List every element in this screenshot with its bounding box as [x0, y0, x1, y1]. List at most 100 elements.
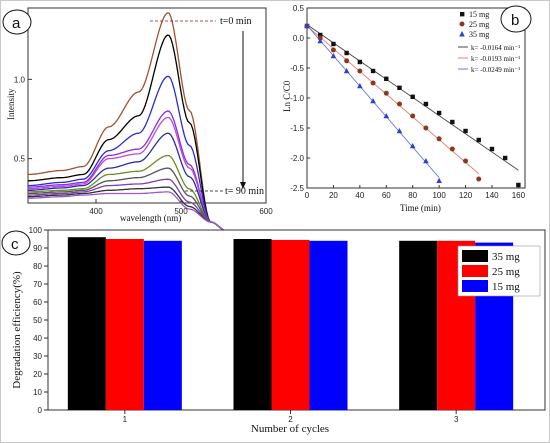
panel-b-point — [397, 85, 402, 90]
panel-b-xtick-label: 140 — [485, 191, 499, 200]
panel-b-point — [463, 128, 468, 134]
panel-b-ylabel: Ln C/C0 — [282, 80, 292, 112]
panel-b-point — [516, 182, 521, 188]
panel-c-badge — [1, 230, 31, 256]
panel-b-point — [318, 32, 323, 38]
panel-b-ytick-label: 0.0 — [293, 34, 305, 43]
panel-b-ticks: 0 20 40 60 80 100 120 140 160 0.5 0.0 -0.5 -1.0 -1.5 -… — [290, 4, 525, 200]
panel-c-ytick-label: 0 — [38, 406, 43, 415]
panel-c-ytick-label: 90 — [33, 244, 42, 253]
panel-b-xtick-label: 60 — [382, 191, 391, 200]
panel-b-point — [436, 136, 442, 142]
panel-b-point — [476, 176, 482, 182]
panel-b-badge — [500, 5, 532, 33]
panel-c-ytick-label: 50 — [33, 316, 42, 325]
panel-b-point — [449, 146, 455, 152]
panel-c-legend-swatch — [462, 265, 488, 277]
panel-c-legend-label: 25 mg — [492, 266, 520, 278]
panel-c-legend-label: 35 mg — [492, 251, 520, 263]
panel-b-fit-legend-label: k= -0.0164 min⁻¹ — [471, 44, 520, 52]
panel-a-annotation-t90: t= 90 min — [225, 186, 264, 197]
panel-a-curves — [27, 12, 241, 233]
panel-c-ytick-label: 30 — [33, 352, 42, 361]
panel-b-point — [476, 137, 481, 143]
panel-b-ytick-label: -0.5 — [290, 64, 304, 73]
panel-b-point — [343, 68, 350, 74]
panel-b-point — [423, 158, 429, 164]
panel-c-ytick-label: 20 — [33, 370, 42, 379]
panel-a-xtick-label: 500 — [174, 207, 188, 216]
panel-b-point — [304, 23, 310, 29]
panel-a-xlabel: wavelength (nm) — [120, 213, 181, 223]
panel-b-point — [450, 119, 455, 125]
panel-b-point — [423, 125, 429, 131]
panel-c-bar — [67, 237, 106, 410]
panel-b-fit-legend-label: k= -0.0193 min⁻¹ — [471, 55, 520, 63]
panel-b-point — [436, 177, 442, 183]
panel-b-ytick-label: -2.0 — [290, 154, 304, 163]
panel-b-point — [410, 94, 415, 99]
panel-c-xtick-label: 2 — [288, 415, 293, 424]
panel-a-spectrum-curve — [28, 34, 241, 233]
panel-c-xlabel: Number of cycles — [251, 423, 329, 435]
panel-c-ylabel: Degradation efficiency(%) — [11, 271, 23, 389]
panel-a-xtick-label: 400 — [89, 207, 103, 216]
panel-b-point — [396, 101, 402, 107]
panel-b-point — [423, 101, 429, 107]
panel-c-bars — [67, 237, 514, 410]
panel-b-points — [304, 23, 521, 188]
panel-c-bar — [309, 240, 348, 410]
panel-b-xtick-label: 20 — [329, 191, 338, 200]
panel-c-ticks: 0 10 20 30 40 50 60 70 80 90 100 1 2 3 — [29, 226, 459, 424]
panel-c-legend-label: 15 mg — [492, 281, 520, 293]
panel-a-chart: 400 500 600 0.5 1.0 Intensity wavelength (nm… — [2, 7, 273, 233]
panel-b-ytick-label: 0.5 — [293, 4, 305, 13]
panel-c-xtick-label: 3 — [454, 415, 459, 424]
panel-b-point — [502, 155, 508, 161]
panel-b-point — [463, 158, 469, 164]
panel-a-ticks: 400 500 600 0.5 1.0 — [14, 75, 273, 216]
panel-c-ytick-label: 100 — [29, 226, 43, 235]
panel-b-point — [489, 146, 495, 152]
panel-b-point — [396, 128, 403, 134]
panel-b-legend-label: 15 mg — [469, 10, 489, 19]
panel-b-point — [436, 110, 442, 116]
panel-b-point — [357, 59, 363, 65]
panel-b-point — [330, 53, 337, 59]
panel-b-xtick-label: 0 — [305, 191, 310, 200]
panel-b-letter: b — [511, 12, 519, 29]
panel-a-spectrum-curve — [28, 191, 241, 233]
panel-a-xtick-label: 600 — [259, 207, 273, 216]
panel-b-point — [370, 80, 376, 86]
panel-a-plot-area — [27, 7, 267, 204]
panel-b-plot-area — [306, 7, 526, 189]
panel-c-legend-swatch — [462, 250, 488, 262]
panel-c-legend-swatch — [462, 280, 488, 292]
panel-c-legend: 35 mg 25 mg 15 mg — [457, 245, 541, 297]
panel-b-legend-label: 25 mg — [469, 20, 489, 29]
panel-b-point — [384, 76, 389, 81]
panel-b-xtick-label: 160 — [512, 191, 526, 200]
panel-b-point — [357, 83, 363, 89]
panel-b-point — [357, 68, 363, 74]
panel-b-point — [409, 143, 416, 149]
panel-c-ytick-label: 40 — [33, 334, 42, 343]
panel-b-ytick-label: -2.5 — [290, 184, 304, 193]
panel-b-xtick-label: 100 — [432, 191, 446, 200]
panel-b-point — [370, 68, 376, 74]
panel-a-annotation-t0: t=0 min — [220, 16, 251, 27]
panel-a-badge — [2, 9, 32, 35]
panel-b-legend-label: 35 mg — [469, 30, 489, 39]
panel-b-point — [410, 113, 416, 119]
panel-b-legend-marker — [460, 12, 465, 17]
panel-a-spectrum-curve — [28, 154, 241, 233]
panel-b-fit-legend-label: k= -0.0249 min⁻¹ — [471, 66, 520, 74]
panel-c-bar — [399, 240, 438, 410]
panel-b-point — [383, 90, 389, 96]
panel-c-chart: 0 10 20 30 40 50 60 70 80 90 100 1 2 3 35 mg 25 mg 15 m… — [1, 226, 546, 435]
panel-c-ytick-label: 70 — [33, 280, 42, 289]
panel-a-spectrum-curve — [28, 132, 241, 233]
panel-c-letter: c — [11, 236, 19, 253]
